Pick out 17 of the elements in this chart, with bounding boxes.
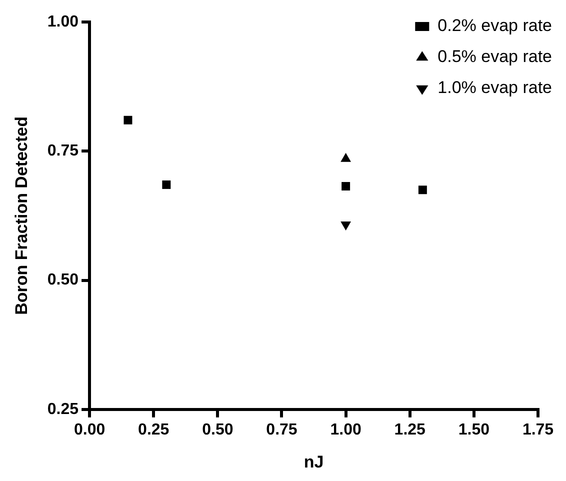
x-tick-label: 1.50 (458, 421, 490, 438)
x-tick-label: 0.25 (138, 421, 170, 438)
x-tick-label: 0.00 (74, 421, 106, 438)
y-tick-label: 0.50 (47, 272, 79, 289)
x-tick-label: 0.50 (202, 421, 234, 438)
x-tick-label: 1.75 (522, 421, 554, 438)
y-tick-label: 0.25 (47, 400, 79, 418)
y-axis-title: Boron Fraction Detected (12, 116, 31, 315)
y-tick-label: 0.75 (47, 142, 79, 160)
x-tick-label: 1.00 (330, 421, 362, 438)
x-tick-label: 1.25 (394, 421, 426, 438)
legend-label: 1.0% evap rate (438, 78, 552, 98)
legend-label: 0.5% evap rate (438, 47, 552, 66)
x-axis-title: nJ (304, 452, 324, 472)
legend-label: 0.2% evap rate (438, 16, 552, 36)
y-tick-label: 1.00 (47, 13, 79, 30)
x-tick-label: 0.75 (266, 421, 298, 438)
